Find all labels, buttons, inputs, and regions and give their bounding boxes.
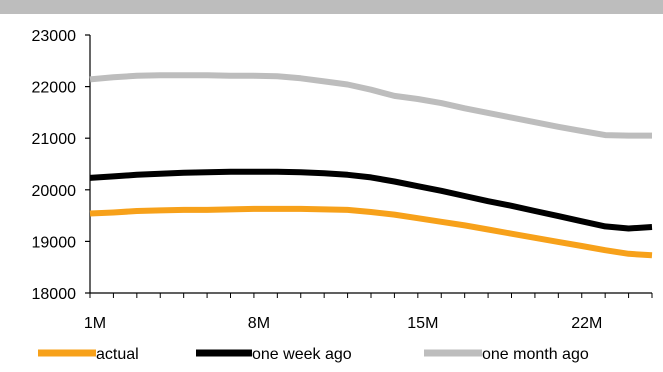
series-line-actual [89,205,653,259]
y-tick-label: 21000 [32,131,77,148]
series-layer [89,72,653,259]
series-line-one-week-ago [89,168,653,232]
y-tick-label: 23000 [32,28,77,45]
axes: 18000 19000 20000 21000 22000 23000 1M 8M 15M 22M [32,28,653,332]
y-tick-label: 18000 [32,286,77,303]
top-banner [0,0,663,14]
x-tick-label: 8M [248,315,270,332]
legend-label: one month ago [482,346,589,363]
legend: actual one week ago one month ago [38,346,589,363]
x-tick-label: 22M [571,315,602,332]
legend-label: actual [96,346,139,363]
y-tick-label: 19000 [32,234,77,251]
y-tick-label: 22000 [32,80,77,97]
x-tick-label: 1M [84,315,106,332]
y-tick-label: 20000 [32,183,77,200]
x-tick-label: 15M [407,315,438,332]
legend-label: one week ago [252,346,352,363]
series-line-one-month-ago [89,72,652,139]
